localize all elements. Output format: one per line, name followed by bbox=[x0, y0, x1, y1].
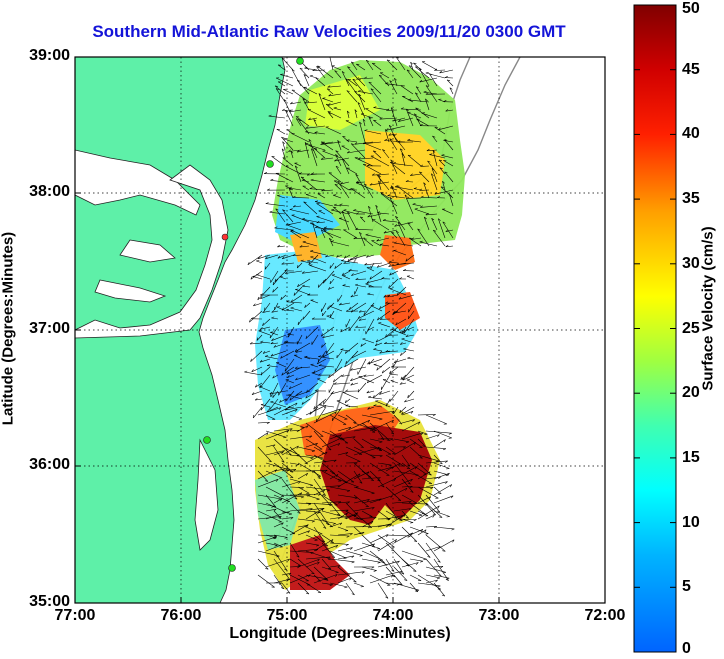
colorbar-tick: 40 bbox=[682, 125, 700, 143]
y-tick: 37:00 bbox=[29, 320, 70, 337]
x-tick: 72:00 bbox=[584, 607, 626, 624]
y-tick: 35:00 bbox=[29, 593, 70, 610]
y-axis-label: Latitude (Degrees:Minutes) bbox=[0, 231, 17, 426]
colorbar-tick: 20 bbox=[682, 384, 700, 402]
x-tick: 77:00 bbox=[54, 607, 96, 624]
bay bbox=[75, 149, 201, 216]
colorbar-tick: 0 bbox=[682, 640, 691, 657]
colorbar-tick: 35 bbox=[682, 190, 700, 208]
y-tick: 36:00 bbox=[29, 456, 70, 473]
x-tick: 73:00 bbox=[478, 607, 520, 624]
colorbar-tick: 10 bbox=[682, 513, 700, 531]
y-tick: 39:00 bbox=[29, 47, 70, 64]
station-marker bbox=[266, 160, 274, 168]
x-tick: 76:00 bbox=[160, 607, 202, 624]
colorbar-label: Surface Velocity (cm/s) bbox=[699, 226, 717, 391]
station-marker bbox=[296, 57, 304, 65]
colorbar-tick: 50 bbox=[682, 0, 700, 17]
x-tick: 75:00 bbox=[266, 607, 308, 624]
colorbar-tick: 5 bbox=[682, 578, 691, 596]
colorbar-tick: 15 bbox=[682, 448, 700, 466]
grid bbox=[75, 57, 605, 603]
station-marker bbox=[221, 233, 229, 241]
colorbar-tick: 45 bbox=[682, 60, 700, 78]
colorbar bbox=[633, 4, 677, 653]
station-marker bbox=[228, 564, 236, 572]
colorbar-tick: 25 bbox=[682, 319, 700, 337]
station-marker bbox=[203, 436, 211, 444]
radar-stations bbox=[203, 57, 304, 572]
colorbar-tick: 30 bbox=[682, 254, 700, 272]
y-tick: 38:00 bbox=[29, 183, 70, 200]
x-axis-label: Longitude (Degrees:Minutes) bbox=[229, 625, 451, 642]
velocity-arrows bbox=[244, 57, 455, 599]
map-title: Southern Mid-Atlantic Raw Velocities 200… bbox=[92, 22, 566, 41]
x-tick: 74:00 bbox=[372, 607, 414, 624]
